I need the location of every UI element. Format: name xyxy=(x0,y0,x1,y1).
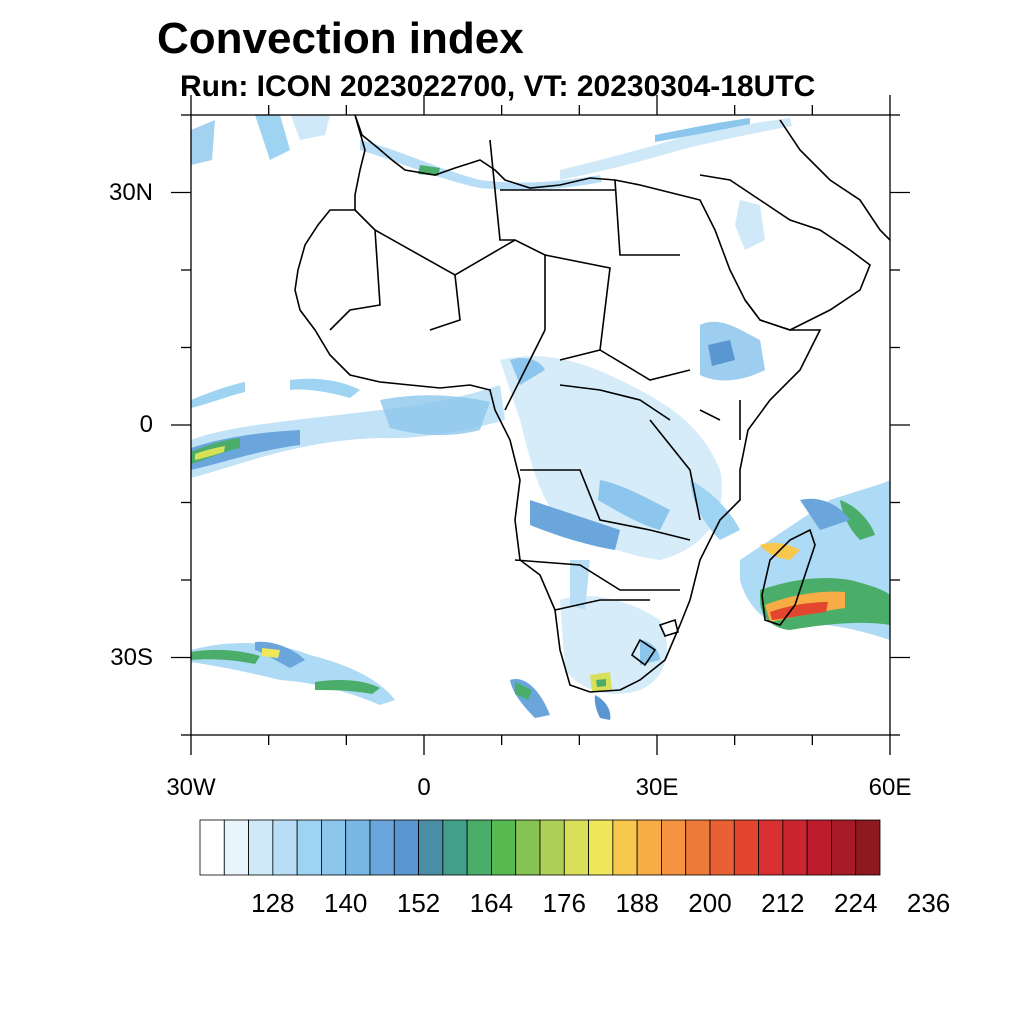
colorbar-swatch xyxy=(758,819,784,876)
colorbar-swatch xyxy=(442,819,468,876)
colorbar-label: 152 xyxy=(396,888,441,918)
colorbar-swatch xyxy=(296,819,322,876)
lat-tick-label: 0 xyxy=(139,411,153,438)
colorbar-swatch xyxy=(393,819,419,876)
colorbar-swatch xyxy=(709,819,735,876)
lon-tick-label: 0 xyxy=(417,774,431,801)
colorbar-swatch xyxy=(466,819,492,876)
lat-tick-label: 30S xyxy=(110,643,153,671)
colorbar-label: 224 xyxy=(834,888,878,918)
colorbar-swatch xyxy=(806,819,832,876)
lon-tick-label: 30W xyxy=(166,774,216,801)
colorbar-swatch xyxy=(248,819,274,876)
colorbar-swatch xyxy=(831,819,857,876)
colorbar-swatch xyxy=(223,819,249,876)
colorbar-swatch xyxy=(515,819,541,876)
colorbar-swatch xyxy=(563,819,589,876)
colorbar-swatch xyxy=(321,819,347,876)
colorbar-swatch xyxy=(418,819,444,876)
colorbar-label: 176 xyxy=(542,888,586,918)
colorbar-swatch xyxy=(733,819,759,876)
map-title: Convection index xyxy=(157,14,524,63)
colorbar-label: 200 xyxy=(688,888,732,918)
colorbar-label: 212 xyxy=(761,888,805,918)
colorbar-label: 140 xyxy=(324,888,368,918)
colorbar-swatch xyxy=(199,819,225,876)
colorbar-swatch xyxy=(661,819,687,876)
colorbar-label: 236 xyxy=(906,888,951,918)
lon-tick-label: 60E xyxy=(868,774,912,801)
lat-tick-label: 30N xyxy=(108,178,153,206)
lon-tick-label: 30E xyxy=(635,774,679,801)
colorbar-swatch xyxy=(491,819,517,876)
colorbar-swatch xyxy=(369,819,395,876)
colorbar-label: 164 xyxy=(469,888,514,918)
colorbar-label: 128 xyxy=(251,888,295,918)
colorbar-swatch xyxy=(588,819,614,876)
coastlines xyxy=(294,115,890,693)
colorbar-swatch xyxy=(855,819,881,876)
colorbar-label: 188 xyxy=(615,888,659,918)
map-subtitle: Run: ICON 2023022700, VT: 20230304-18UTC xyxy=(180,70,816,103)
colorbar-swatch xyxy=(345,819,371,876)
colorbar-swatch xyxy=(539,819,565,876)
colorbar-swatch xyxy=(782,819,808,876)
colorbar-swatch xyxy=(685,819,711,876)
colorbar xyxy=(199,819,881,876)
colorbar-swatch xyxy=(272,819,298,876)
axis-ticks xyxy=(171,95,910,755)
colorbar-swatch xyxy=(636,819,662,876)
colorbar-swatch xyxy=(612,819,638,876)
convection-field xyxy=(191,115,890,720)
